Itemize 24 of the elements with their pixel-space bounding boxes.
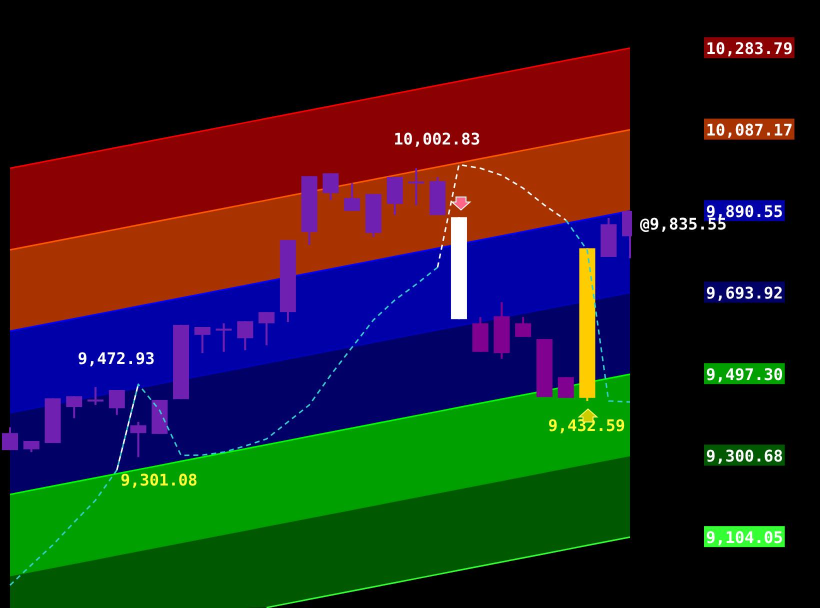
candlestick xyxy=(322,172,339,202)
candlestick xyxy=(194,326,210,354)
data-label: 9,472.93 xyxy=(78,349,155,368)
candlestick xyxy=(408,167,424,206)
candlestick xyxy=(558,376,574,399)
candlestick xyxy=(108,389,125,416)
candlestick xyxy=(88,386,104,406)
line-series xyxy=(266,536,631,608)
candlestick xyxy=(216,322,232,353)
y-tick-label: 9,693.92 xyxy=(706,284,784,303)
candlestick xyxy=(344,182,360,212)
candlestick xyxy=(258,311,275,346)
candlestick xyxy=(2,426,18,452)
candlestick xyxy=(130,420,146,458)
candlestick xyxy=(515,316,532,338)
y-tick-label: 10,087.17 xyxy=(706,120,793,140)
y-tick-label: 9,497.30 xyxy=(706,365,784,384)
candlestick xyxy=(237,320,254,352)
y-tick-label: 9,104.05 xyxy=(706,528,784,548)
candlestick xyxy=(66,395,82,420)
y-tick-label: 9,300.68 xyxy=(706,446,784,466)
data-label: 9,301.08 xyxy=(120,470,198,490)
data-label: 10,002.83 xyxy=(394,130,480,149)
y-tick-label: 10,283.79 xyxy=(706,39,793,58)
